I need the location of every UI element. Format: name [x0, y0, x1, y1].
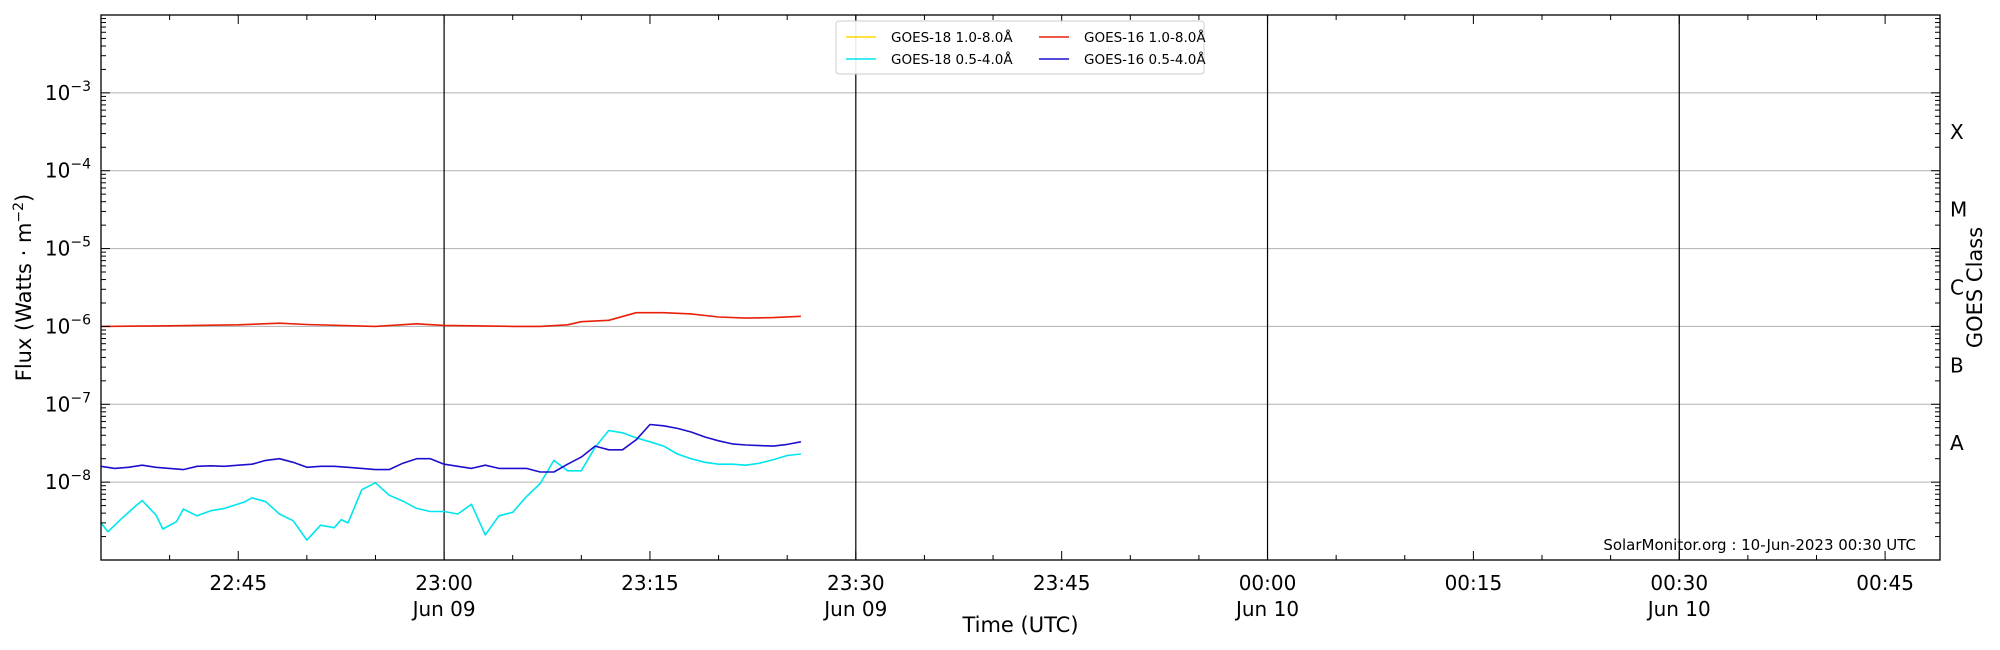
y-tick-base: 10: [45, 81, 70, 105]
plot-frame: [100, 14, 1941, 561]
x-tick-label-time: 23:00: [415, 571, 473, 595]
x-tick-label-time: 23:15: [621, 571, 679, 595]
y-tick-label: 10−3: [45, 79, 91, 105]
horizontal-grid: [101, 92, 1940, 483]
y-tick-exponent: −3: [70, 79, 91, 95]
y-axis-title-exponent: −2: [11, 202, 27, 223]
y-tick-base: 10: [45, 314, 70, 338]
goes-class-X: X: [1950, 120, 1964, 144]
legend-label: GOES-16 0.5-4.0Å: [1084, 51, 1206, 68]
y-tick-label: 10−4: [45, 157, 91, 183]
y-tick-base: 10: [45, 470, 70, 494]
y-tick-exponent: −8: [70, 468, 91, 484]
x-tick-label-time: 00:15: [1445, 571, 1503, 595]
x-tick-label-time: 00:30: [1650, 571, 1708, 595]
y-tick-label: 10−5: [45, 235, 91, 261]
axis-ticks: [100, 15, 1940, 561]
legend-box: [835, 20, 1205, 75]
y-tick-label: 10−7: [45, 390, 91, 416]
y-tick-base: 10: [45, 237, 70, 261]
legend-label: GOES-18 1.0-8.0Å: [891, 29, 1013, 46]
series-lines: [100, 311, 802, 541]
y-tick-exponent: −7: [70, 390, 91, 406]
y-tick-label: 10−8: [45, 468, 91, 494]
x-tick-label-date: Jun 09: [411, 597, 476, 621]
goes-class-axis-title: GOES Class: [1963, 227, 1987, 348]
y-tick-label: 10−6: [45, 312, 91, 338]
y-axis-title-main: Flux (Watts · m: [12, 223, 36, 382]
series-line-2: [100, 429, 801, 541]
goes-class-labels: A B C M X: [1950, 120, 1967, 455]
goes-class-B: B: [1950, 353, 1964, 377]
y-tick-base: 10: [45, 392, 70, 416]
x-tick-label-time: 23:30: [827, 571, 885, 595]
y-tick-exponent: −4: [70, 157, 91, 173]
y-tick-exponent: −5: [70, 235, 91, 251]
x-axis-title: Time (UTC): [961, 613, 1078, 637]
series-line-3: [100, 423, 802, 473]
x-tick-label-time: 22:45: [209, 571, 267, 595]
date-boundary-lines: [443, 15, 1680, 560]
x-tick-label-time: 00:00: [1239, 571, 1297, 595]
y-tick-labels: 10−810−710−610−510−410−3: [45, 79, 91, 494]
x-tick-label-date: Jun 10: [1234, 597, 1299, 621]
goes-class-C: C: [1950, 276, 1964, 300]
goes-class-A: A: [1950, 431, 1964, 455]
y-tick-base: 10: [45, 159, 70, 183]
y-axis-title: Flux (Watts · m−2): [11, 194, 36, 382]
x-tick-label-time: 23:45: [1033, 571, 1091, 595]
x-tick-label-date: Jun 09: [822, 597, 887, 621]
y-axis-title-tail: ): [12, 194, 36, 202]
x-tick-label-time: 00:45: [1856, 571, 1914, 595]
legend-label: GOES-18 0.5-4.0Å: [891, 51, 1013, 68]
goes-class-M: M: [1950, 198, 1967, 222]
x-tick-label-date: Jun 10: [1646, 597, 1711, 621]
credit-text: SolarMonitor.org : 10-Jun-2023 00:30 UTC: [1603, 536, 1916, 554]
series-line-1: [100, 311, 801, 328]
legend: GOES-18 1.0-8.0Å GOES-16 1.0-8.0Å GOES-18 …: [835, 20, 1206, 75]
legend-label: GOES-16 1.0-8.0Å: [1084, 29, 1206, 46]
y-tick-exponent: −6: [70, 312, 91, 328]
